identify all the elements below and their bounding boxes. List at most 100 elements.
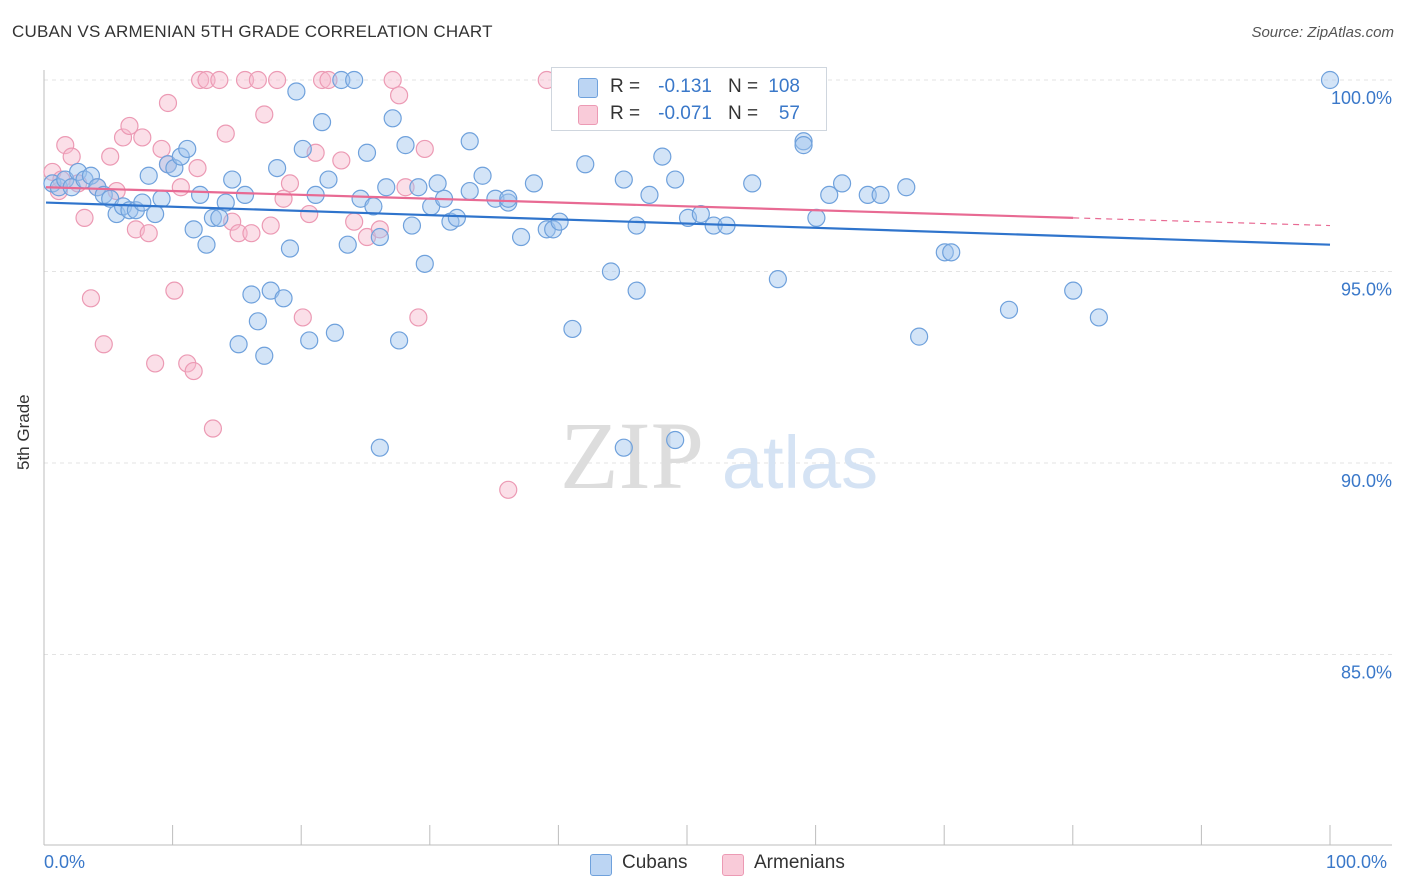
point-cubans (576, 155, 595, 174)
point-armenians (165, 281, 184, 300)
legend-row-armenians: R = -0.071 N = 57 (552, 100, 826, 128)
point-cubans (235, 185, 255, 204)
point-cubans (666, 170, 685, 189)
point-cubans (319, 170, 338, 189)
point-cubans (287, 82, 306, 101)
legend-n-value: 108 (768, 76, 800, 97)
point-armenians (409, 308, 428, 327)
chart-title: CUBAN VS ARMENIAN 5TH GRADE CORRELATION … (12, 22, 493, 41)
point-cubans (255, 346, 274, 365)
legend-r-label: R = (610, 76, 641, 97)
series-armenians (43, 70, 556, 499)
point-armenians (171, 178, 190, 197)
point-armenians (133, 128, 152, 147)
point-cubans (280, 239, 300, 258)
point-cubans (184, 220, 203, 239)
point-cubans (139, 166, 158, 185)
legend-row-cubans: R = -0.131 N = 108 (552, 73, 826, 101)
point-cubans (197, 235, 216, 254)
point-cubans (499, 193, 518, 212)
legend-n-value: 57 (778, 103, 800, 124)
point-armenians (81, 289, 101, 308)
point-cubans (768, 270, 787, 289)
point-cubans (807, 208, 826, 227)
point-armenians (158, 93, 178, 113)
point-cubans (653, 147, 672, 166)
point-cubans (370, 438, 389, 457)
point-armenians (280, 174, 300, 193)
point-armenians (319, 70, 338, 90)
point-cubans (178, 139, 197, 159)
point-cubans (473, 166, 492, 185)
chart-source: Source: ZipAtlas.com (1251, 24, 1394, 41)
point-armenians (242, 224, 261, 243)
point-armenians (268, 70, 287, 90)
point-armenians (197, 70, 216, 90)
y-tick-label: 90.0% (1341, 471, 1392, 491)
point-cubans (223, 170, 242, 189)
point-cubans (935, 243, 954, 262)
legend-swatch-cubans (578, 78, 598, 98)
point-cubans (345, 70, 364, 90)
point-armenians (415, 139, 434, 159)
trend-line-cubans (45, 201, 1331, 246)
point-cubans (370, 227, 389, 247)
point-armenians (332, 151, 351, 170)
point-cubans (190, 185, 210, 204)
point-cubans (242, 285, 261, 304)
point-cubans (338, 235, 357, 254)
point-cubans (203, 208, 223, 227)
point-cubans (627, 281, 646, 300)
point-cubans (210, 208, 229, 227)
point-armenians (101, 147, 120, 166)
point-armenians (293, 308, 312, 327)
point-armenians (248, 70, 267, 90)
point-cubans (614, 170, 633, 189)
point-armenians (383, 70, 402, 90)
watermark-zip: ZIP (560, 402, 704, 509)
y-tick-label: 85.0% (1341, 663, 1392, 683)
point-cubans (460, 132, 479, 151)
point-cubans (601, 262, 621, 281)
point-cubans (550, 212, 569, 231)
point-cubans (248, 312, 267, 331)
point-cubans (460, 181, 479, 201)
point-cubans (794, 132, 813, 151)
point-armenians (120, 116, 139, 136)
point-cubans (1320, 70, 1340, 90)
point-armenians (62, 147, 81, 166)
point-cubans (428, 174, 447, 193)
point-cubans (858, 185, 877, 204)
point-armenians (190, 70, 210, 90)
point-armenians (370, 220, 389, 239)
legend-r-label: R = (610, 103, 641, 124)
point-armenians (139, 224, 158, 243)
correlation-legend: R = -0.131 N = 108 R = -0.071 N = 57 (551, 67, 827, 131)
point-armenians (56, 136, 75, 155)
bottom-legend-swatch-armenians (722, 854, 744, 876)
point-cubans (1089, 308, 1108, 327)
bottom-legend-swatch-cubans (590, 854, 612, 876)
legend-r-value: -0.071 (658, 103, 712, 124)
point-cubans (402, 216, 422, 235)
grid-lines (44, 79, 1392, 655)
trend-lines (45, 186, 1331, 246)
point-cubans (390, 331, 409, 350)
point-cubans (499, 189, 518, 208)
point-cubans (293, 139, 312, 159)
point-cubans (146, 204, 165, 224)
y-tick-label: 100.0% (1331, 88, 1392, 108)
point-armenians (345, 212, 364, 231)
point-armenians (94, 335, 113, 354)
point-cubans (942, 243, 961, 262)
series-cubans (43, 70, 1340, 457)
point-armenians (210, 70, 229, 90)
point-cubans (794, 136, 813, 155)
point-cubans (640, 185, 659, 204)
point-armenians (184, 361, 203, 381)
y-tick-label: 95.0% (1341, 280, 1392, 300)
legend-swatch-armenians (578, 105, 598, 125)
point-armenians (235, 70, 255, 90)
point-armenians (216, 124, 235, 143)
point-armenians (312, 70, 332, 90)
